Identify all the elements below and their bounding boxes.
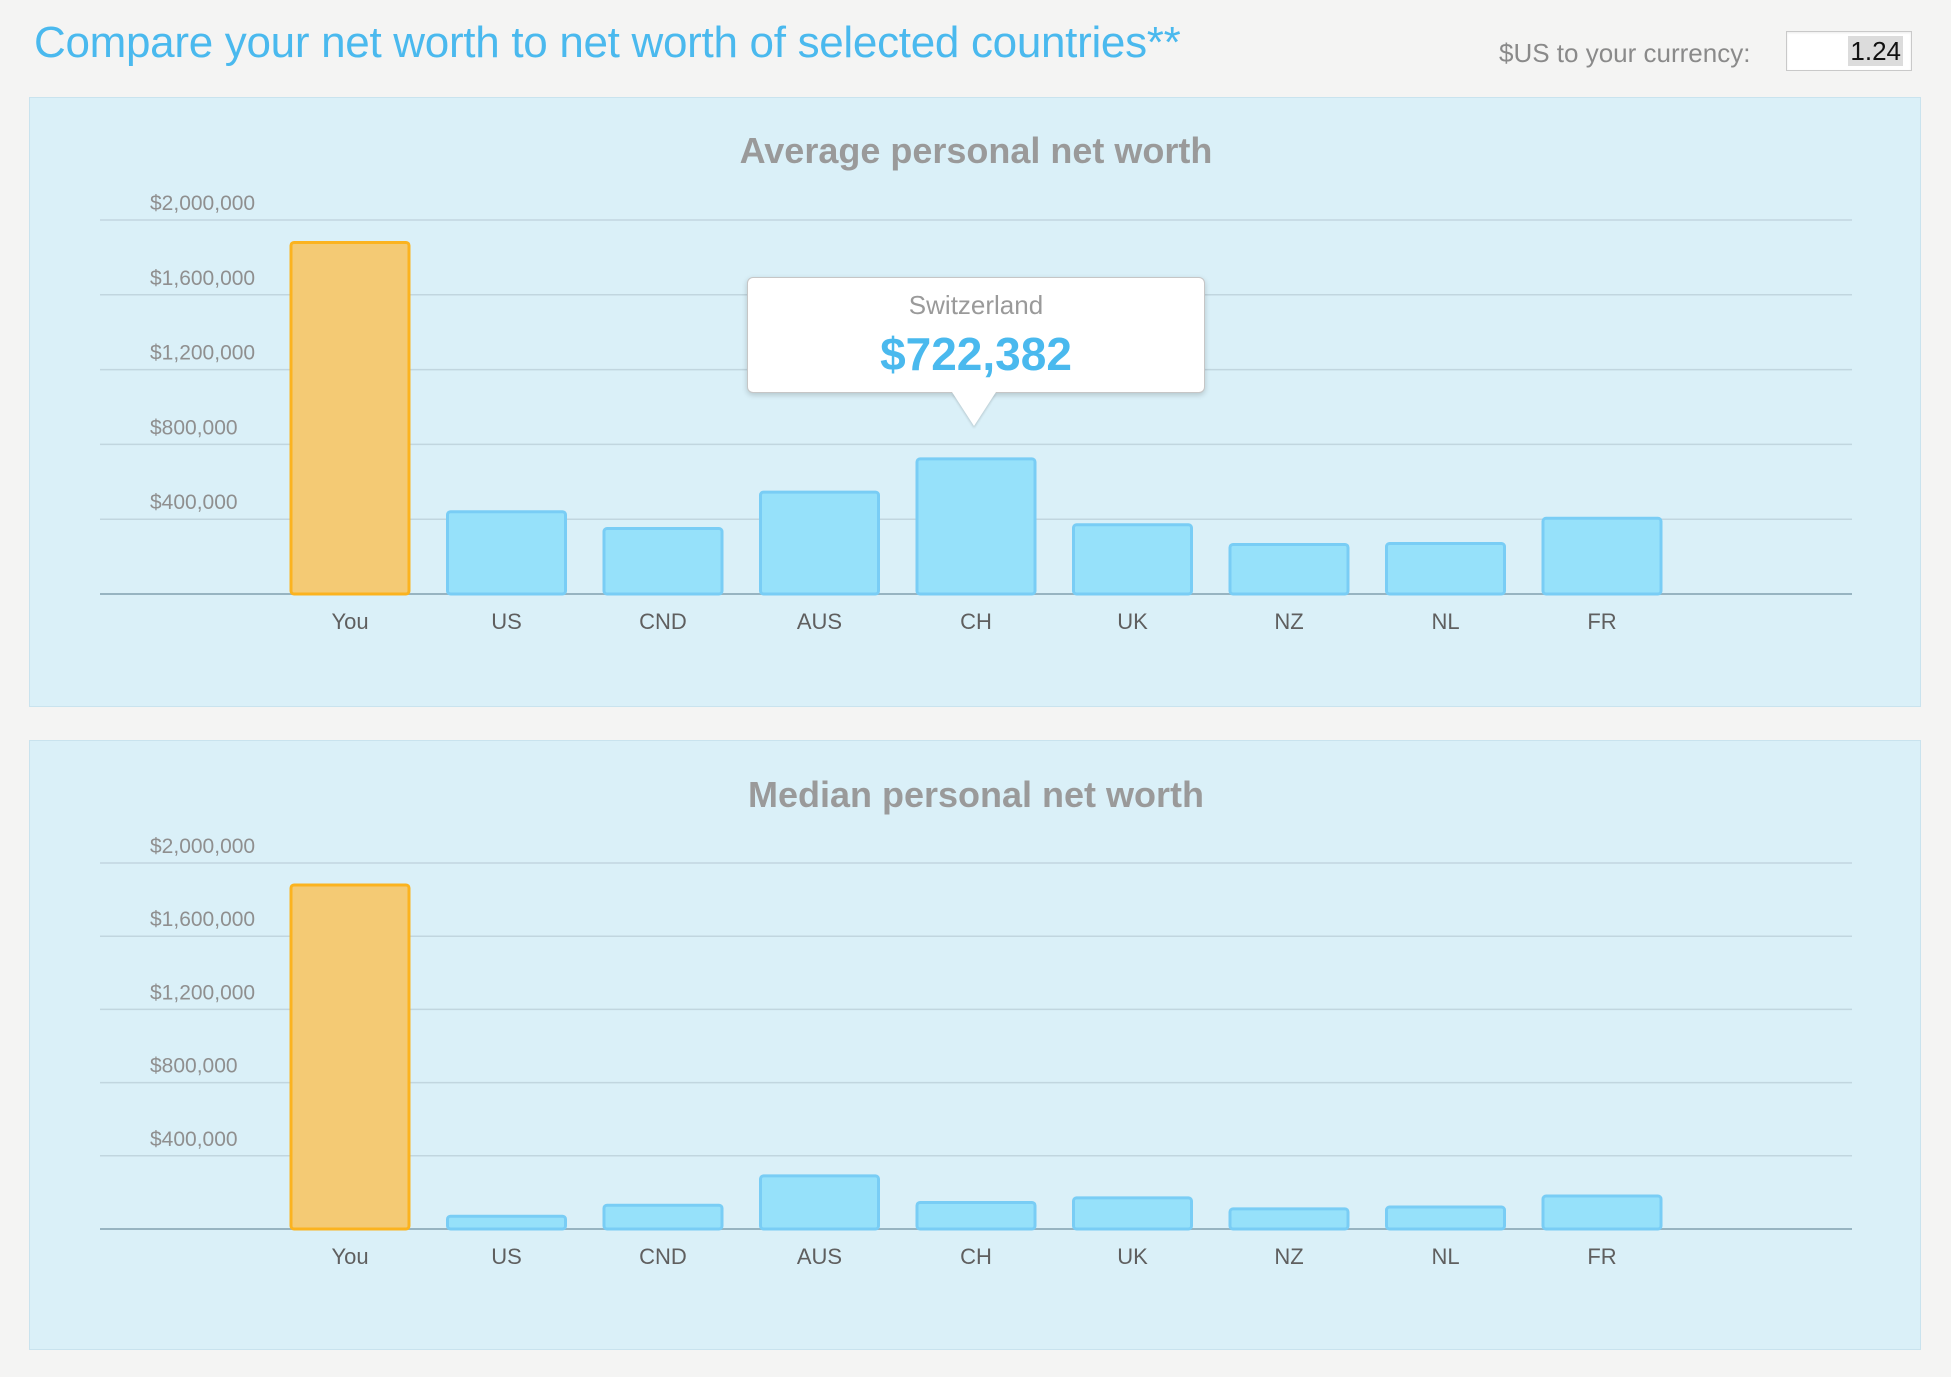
bar-cnd[interactable] [602,1203,724,1231]
average-net-worth-chart: Average personal net worth $400,000 $800,0… [100,130,1852,634]
currency-input-value[interactable]: 1.24 [1848,36,1903,66]
y-tick-label: $1,200,000 [150,981,255,1004]
y-tick-label: $1,600,000 [150,908,255,931]
x-tick-label: NZ [1274,609,1303,634]
y-tick-label: $800,000 [150,1055,238,1078]
x-tick-label: UK [1117,609,1148,634]
bar-cnd[interactable] [602,527,724,596]
x-tick-label: UK [1117,1244,1148,1269]
tooltip-arrow [952,392,996,426]
x-tick-label: US [491,609,522,634]
x-tick-label: FR [1587,1244,1616,1269]
x-tick-label: CND [639,609,687,634]
bar-us[interactable] [446,1214,567,1231]
chart-title: Median personal net worth [748,774,1204,815]
bar-nl[interactable] [1385,1205,1506,1231]
tooltip-value: $722,382 [880,328,1072,380]
page-title: Compare your net worth to net worth of s… [34,18,1181,67]
x-tick-label: AUS [797,609,842,634]
x-tick-label: AUS [797,1244,842,1269]
x-tick-label: US [491,1244,522,1269]
bar-us[interactable] [446,510,567,596]
median-net-worth-chart: Median personal net worth $400,000 $800,00… [100,774,1852,1269]
bar-fr[interactable] [1541,516,1663,596]
bar-nz[interactable] [1228,542,1350,596]
y-tick-label: $1,200,000 [150,342,255,365]
bar-nl[interactable] [1385,542,1506,596]
bar-fr[interactable] [1541,1194,1663,1231]
bar-aus[interactable] [759,490,880,596]
y-tick-label: $800,000 [150,416,238,439]
x-tick-label: NZ [1274,1244,1303,1269]
bar-you[interactable] [289,240,411,596]
bar-you[interactable] [289,883,411,1231]
tooltip-country: Switzerland [908,290,1044,320]
x-tick-label: NL [1431,1244,1459,1269]
currency-label: $US to your currency: [1499,38,1751,68]
x-tick-label: NL [1431,609,1459,634]
y-tick-label: $400,000 [150,491,238,514]
x-tick-label: CH [960,1244,992,1269]
average-net-worth-panel: Average personal net worth $400,000 $800,0… [29,97,1921,707]
bar-ch[interactable] [915,457,1037,596]
chart-title: Average personal net worth [740,130,1213,171]
bar-uk[interactable] [1072,523,1193,596]
bar-ch[interactable] [915,1200,1037,1231]
x-tick-label: CH [960,609,992,634]
currency-input[interactable]: 1.24 [1786,31,1912,71]
y-tick-label: $1,600,000 [150,267,255,290]
y-tick-label: $400,000 [150,1128,238,1151]
x-tick-label: You [331,1244,368,1269]
bar-tooltip: Switzerland $722,382 [747,277,1205,393]
bar-nz[interactable] [1228,1207,1350,1231]
y-tick-label: $2,000,000 [150,835,255,858]
median-net-worth-panel: Median personal net worth $400,000 $800,00… [29,740,1921,1350]
bar-aus[interactable] [759,1174,880,1231]
x-tick-label: CND [639,1244,687,1269]
y-tick-label: $2,000,000 [150,192,255,215]
bar-uk[interactable] [1072,1196,1193,1231]
x-tick-label: FR [1587,609,1616,634]
x-tick-label: You [331,609,368,634]
